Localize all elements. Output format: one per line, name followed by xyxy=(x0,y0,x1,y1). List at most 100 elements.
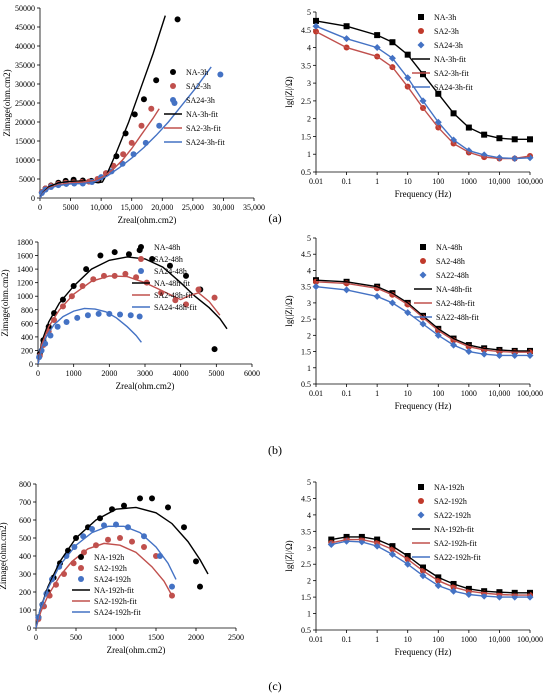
y-tick-label: 200 xyxy=(21,346,33,355)
y-tick-label: 600 xyxy=(21,319,33,328)
y-tick-label: 1400 xyxy=(17,265,33,274)
x-tick-label: 0.1 xyxy=(342,389,352,398)
y-tick-label: 1.5 xyxy=(301,132,311,141)
series-line-3 xyxy=(39,15,166,199)
y-axis-label: lg(|Z|/Ω) xyxy=(284,540,294,571)
x-tick-label: 100,000 xyxy=(517,177,543,186)
legend-label: SA24-3h xyxy=(186,96,215,105)
x-axis-label: Frequency (Hz) xyxy=(395,189,452,199)
legend-swatch xyxy=(78,565,84,571)
legend-label: SA22-192h xyxy=(434,511,471,520)
y-tick-label: 0.5 xyxy=(301,168,311,177)
legend-label: SA22-48h xyxy=(436,271,469,280)
legend-label: SA24-192h-fit xyxy=(94,608,141,617)
panel-label: (a) xyxy=(268,211,281,225)
x-tick-label: 100 xyxy=(432,389,444,398)
data-point xyxy=(183,272,190,279)
data-point xyxy=(141,544,147,550)
x-tick-label: 4000 xyxy=(173,369,189,378)
x-tick-label: 100,000 xyxy=(517,635,543,644)
y-tick-label: 1.5 xyxy=(301,348,311,357)
y-tick-label: 3.5 xyxy=(301,61,311,70)
x-tick-label: 10 xyxy=(404,635,412,644)
data-point xyxy=(105,536,111,543)
y-tick-label: 3.5 xyxy=(301,283,311,292)
legend-label: SA2-3h-fit xyxy=(186,124,221,133)
x-tick-label: 25,000 xyxy=(182,203,204,212)
y-tick-label: 30000 xyxy=(15,80,35,89)
y-axis-label: lg(|Z|/Ω) xyxy=(284,76,294,107)
x-tick-label: 3000 xyxy=(137,369,153,378)
y-tick-label: 1600 xyxy=(17,252,33,261)
panel-label: (b) xyxy=(268,443,282,457)
data-point xyxy=(84,312,91,319)
data-point xyxy=(53,581,59,588)
data-point xyxy=(312,283,320,291)
data-point xyxy=(149,495,155,502)
data-point xyxy=(79,283,86,290)
x-tick-label: 5000 xyxy=(63,203,79,212)
x-tick-label: 2500 xyxy=(228,633,244,642)
y-tick-label: 400 xyxy=(19,552,31,561)
chart-2 xyxy=(35,241,253,367)
data-point xyxy=(211,346,218,353)
legend-label: SA2-192h xyxy=(94,564,127,573)
x-tick-label: 100 xyxy=(432,635,444,644)
y-tick-label: 5 xyxy=(307,8,311,17)
series-line-4 xyxy=(315,281,530,353)
series-line-3 xyxy=(35,506,209,629)
legend-swatch xyxy=(419,271,427,279)
data-point xyxy=(140,96,147,103)
legend-label: SA24-48h xyxy=(154,267,187,276)
data-point xyxy=(138,122,145,129)
y-tick-label: 100 xyxy=(19,606,31,615)
x-tick-label: 10 xyxy=(404,177,412,186)
series-line-4 xyxy=(37,275,221,365)
x-tick-label: 1000 xyxy=(461,177,477,186)
legend-swatch xyxy=(170,97,176,103)
x-tick-label: 2000 xyxy=(101,369,117,378)
y-tick-label: 10000 xyxy=(15,156,35,165)
legend-label: SA2-48h xyxy=(436,257,465,266)
chart-0 xyxy=(37,7,255,201)
data-point xyxy=(120,151,127,158)
data-point xyxy=(136,313,143,320)
y-tick-label: 20000 xyxy=(15,118,35,127)
chart-1 xyxy=(312,11,534,175)
y-tick-label: 0 xyxy=(27,624,31,633)
legend-label: NA-3h-fit xyxy=(186,110,219,119)
data-point xyxy=(328,536,335,543)
y-tick-label: 25000 xyxy=(15,99,35,108)
legend-label: NA-3h-fit xyxy=(434,55,467,64)
data-point xyxy=(148,105,155,112)
data-point xyxy=(54,323,61,330)
legend-swatch xyxy=(138,256,144,262)
data-point xyxy=(47,332,54,339)
panel-label: (c) xyxy=(268,679,281,693)
y-axis-label: Zimage(ohm.cm2) xyxy=(0,522,8,589)
y-tick-label: 50000 xyxy=(15,4,35,13)
y-axis-label: lg(|Z|/Ω) xyxy=(284,295,294,326)
series-line-3 xyxy=(315,279,530,352)
data-point xyxy=(122,270,129,277)
x-tick-label: 0.01 xyxy=(309,389,323,398)
y-tick-label: 2.5 xyxy=(301,315,311,324)
y-tick-label: 4 xyxy=(307,44,311,53)
data-point xyxy=(117,535,123,541)
x-tick-label: 10 xyxy=(404,389,412,398)
series-line-4 xyxy=(331,538,530,596)
legend-swatch xyxy=(138,244,144,250)
y-tick-label: 3 xyxy=(307,299,311,308)
legend-label: NA-48h xyxy=(436,243,462,252)
data-point xyxy=(89,526,95,532)
data-point xyxy=(197,583,203,590)
y-tick-label: 1000 xyxy=(17,292,33,301)
series-line-5 xyxy=(315,25,531,160)
legend-swatch xyxy=(418,498,424,504)
legend-label: NA-3h xyxy=(434,13,456,22)
series-line-3 xyxy=(315,20,530,141)
legend-label: NA-192h xyxy=(434,483,464,492)
legend-label: SA22-192h-fit xyxy=(434,553,481,562)
x-tick-label: 0 xyxy=(36,369,40,378)
x-tick-label: 1000 xyxy=(108,633,124,642)
